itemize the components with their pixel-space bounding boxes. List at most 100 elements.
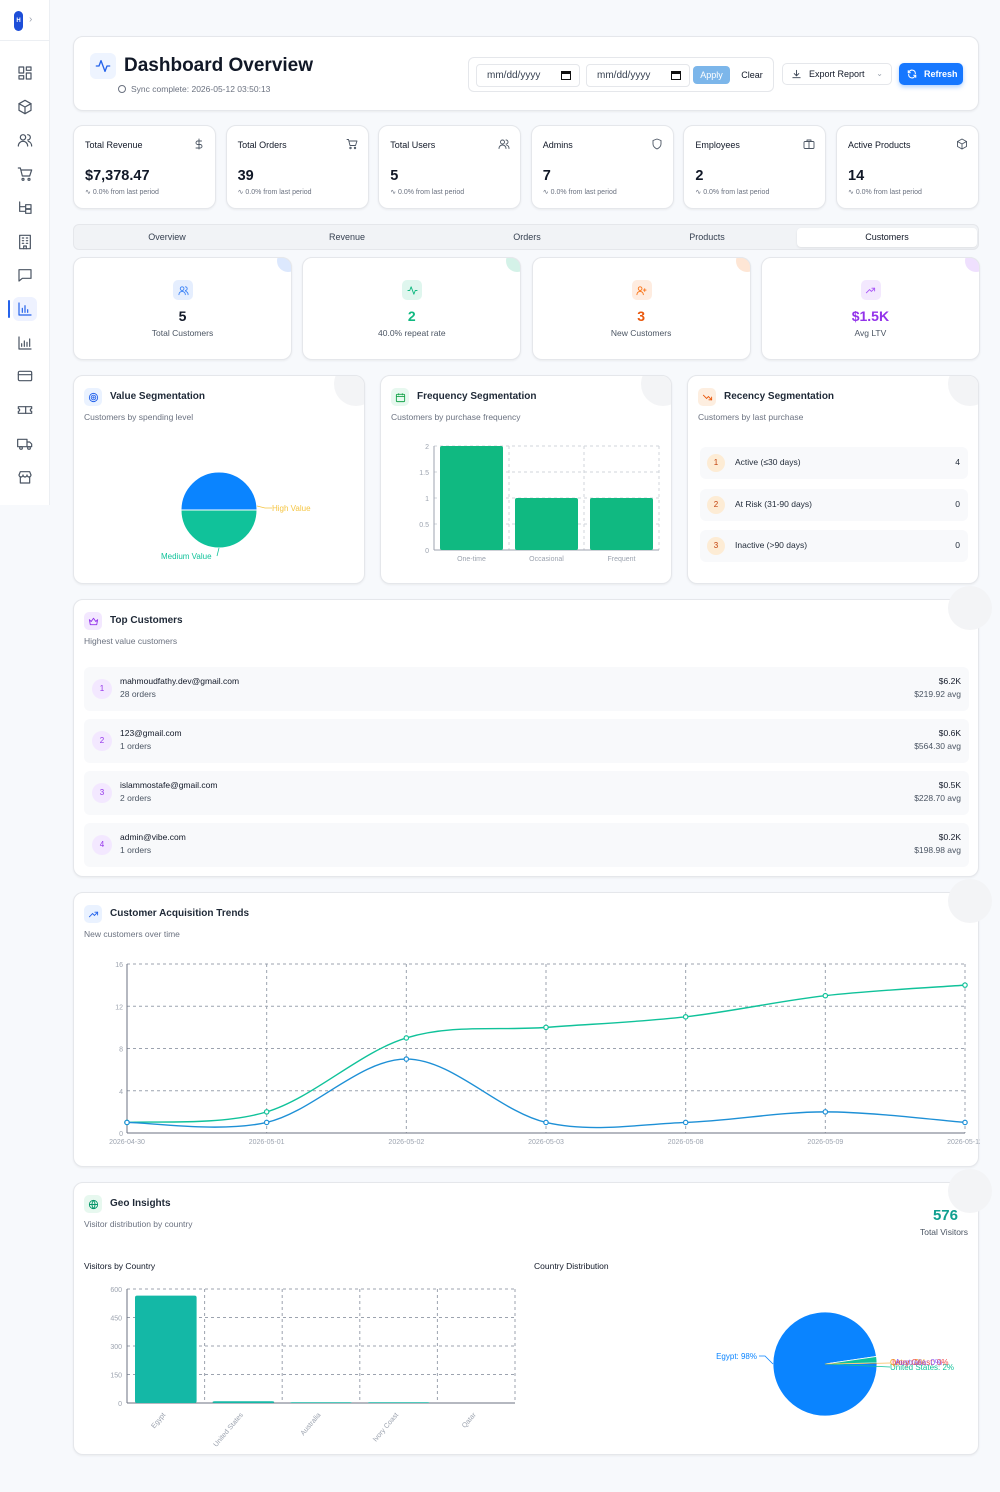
customer-row[interactable]: 1 mahmoudfathy.dev@gmail.com 28 orders $… (84, 667, 969, 711)
ticket-icon[interactable] (13, 398, 37, 422)
card-corner-decoration (948, 879, 992, 923)
refresh-icon (907, 69, 917, 79)
truck-icon[interactable] (13, 432, 37, 456)
globe-icon (84, 1195, 102, 1213)
acquisition-line-chart: 0 4 8 12 16 2026-04-30 2026-05-01 2026-05-02 202… (109, 962, 980, 1146)
stat-change: ∿ 0.0% from last period (238, 188, 312, 196)
tab-products[interactable]: Products (689, 232, 725, 242)
stat-card: Active Products 14 ∿ 0.0% from last peri… (836, 125, 979, 209)
chat-icon[interactable] (13, 263, 37, 287)
tab-overview[interactable]: Overview (148, 232, 186, 242)
top-customers-subtitle: Highest value customers (84, 636, 178, 646)
pie-leader-line (759, 1355, 774, 1365)
user-plus-icon (631, 280, 652, 300)
stat-change-text: 0.0% from last period (703, 189, 770, 196)
stat-change: ∿ 0.0% from last period (543, 188, 617, 196)
pie-leader-line (216, 547, 220, 557)
customer-orders: 1 orders (120, 845, 152, 855)
data-point (822, 1109, 829, 1115)
y-tick-label: 300 (110, 1344, 122, 1351)
tab-orders[interactable]: Orders (513, 232, 541, 242)
clock-icon (118, 85, 126, 93)
data-point (543, 1024, 549, 1031)
data-point (263, 1109, 270, 1115)
tab-customers[interactable]: Customers (797, 228, 977, 247)
country-distribution-title: Country Distribution (534, 1261, 609, 1271)
stat-card: Total Revenue $7,378.47 ∿ 0.0% from last… (73, 125, 216, 209)
value-segmentation-title: Value Segmentation (110, 391, 206, 402)
users-icon[interactable] (13, 128, 37, 152)
kpi-value: 5 (178, 308, 187, 324)
date-to-input[interactable]: mm/dd/yyyy (586, 64, 690, 87)
stat-change-text: 0.0% from last period (245, 189, 312, 196)
date-from-placeholder: mm/dd/yyyy (487, 70, 541, 81)
y-tick-label: 1.5 (419, 470, 429, 477)
visitors-by-country-chart: 0 150 300 450 600 Egypt United States Australia… (110, 1287, 516, 1448)
cart-icon[interactable] (13, 162, 37, 186)
kpi-value: $1.5K (851, 308, 890, 324)
cart-icon (346, 139, 358, 150)
sidebar-toggle[interactable]: H › (10, 10, 40, 32)
activity-icon: ∿ (542, 189, 551, 196)
tree-icon[interactable] (13, 196, 37, 220)
dashboard-icon[interactable] (13, 61, 37, 85)
customer-avg: $198.98 avg (914, 845, 961, 855)
analytics-icon[interactable] (8, 296, 37, 321)
pie-slice (180, 471, 258, 511)
date-from-input[interactable]: mm/dd/yyyy (476, 64, 580, 87)
package-icon[interactable] (13, 95, 37, 119)
total-visitors-label: Total Visitors (919, 1227, 968, 1237)
stat-label: Admins (542, 140, 573, 150)
stat-change-text: 0.0% from last period (92, 189, 159, 196)
customer-total: $0.5K (938, 780, 961, 790)
credit-card-icon[interactable] (13, 364, 37, 388)
kpi-card: 2 40.0% repeat rate (302, 257, 522, 360)
customer-orders: 28 orders (120, 689, 156, 699)
calendar-icon (671, 71, 681, 80)
x-tick-label: 2026-04-30 (109, 1139, 145, 1146)
y-tick-label: 12 (115, 1004, 123, 1011)
refresh-button[interactable]: Refresh (899, 63, 963, 85)
acquisition-title: Customer Acquisition Trends (110, 908, 250, 919)
chart-icon[interactable] (13, 331, 37, 355)
building-icon[interactable] (13, 230, 37, 254)
customer-row[interactable]: 3 islammostafe@gmail.com 2 orders $0.5K … (84, 771, 969, 815)
stat-card: Employees 2 ∿ 0.0% from last period (683, 125, 827, 209)
pie-leader-line (824, 1362, 891, 1365)
recency-rank: 3 (707, 537, 725, 555)
tab-revenue[interactable]: Revenue (328, 232, 366, 242)
sidebar-divider (0, 40, 50, 41)
card-corner-decoration (506, 258, 521, 272)
kpi-card: 5 Total Customers (73, 257, 292, 360)
visitors-by-country-title: Visitors by Country (84, 1261, 156, 1271)
recency-count: 0 (955, 498, 960, 509)
x-tick-label: 2026-05-09 (807, 1139, 843, 1146)
geo-insights-card: Geo Insights Visitor distribution by cou… (73, 1169, 992, 1455)
recency-row: 2 At Risk (31-90 days) 0 (700, 488, 968, 521)
stat-card: Total Users 5 ∿ 0.0% from last period (378, 125, 522, 209)
customer-row[interactable]: 4 admin@vibe.com 1 orders $0.2K $198.98 … (84, 823, 969, 867)
data-point (682, 1014, 689, 1020)
customer-row[interactable]: 2 123@gmail.com 1 orders $0.6K $564.30 a… (84, 719, 969, 763)
y-tick-label: 150 (110, 1373, 122, 1380)
recency-label: At Risk (31-90 days) (735, 498, 812, 509)
recency-segmentation-title: Recency Segmentation (724, 391, 835, 402)
customer-rank: 4 (92, 835, 112, 855)
x-tick-label: Egypt (150, 1412, 167, 1430)
export-report-button[interactable]: Export Report ⌄ (782, 63, 892, 85)
card-corner-decoration (948, 376, 978, 406)
customer-email: admin@vibe.com (120, 832, 186, 842)
pie-slice (180, 509, 258, 549)
stat-value: 2 (695, 168, 704, 184)
pie-label: Australia: 0% (895, 1358, 942, 1367)
activity-icon: ∿ (85, 189, 93, 196)
clear-button[interactable]: Clear (741, 70, 763, 80)
crown-icon (84, 612, 102, 630)
customer-total: $6.2K (938, 676, 961, 686)
stat-value: 39 (237, 168, 254, 184)
apply-button[interactable]: Apply (693, 66, 730, 84)
store-icon[interactable] (13, 465, 37, 489)
customer-rank: 3 (92, 783, 112, 803)
card-corner-decoration (334, 376, 364, 406)
data-point (263, 1119, 270, 1126)
